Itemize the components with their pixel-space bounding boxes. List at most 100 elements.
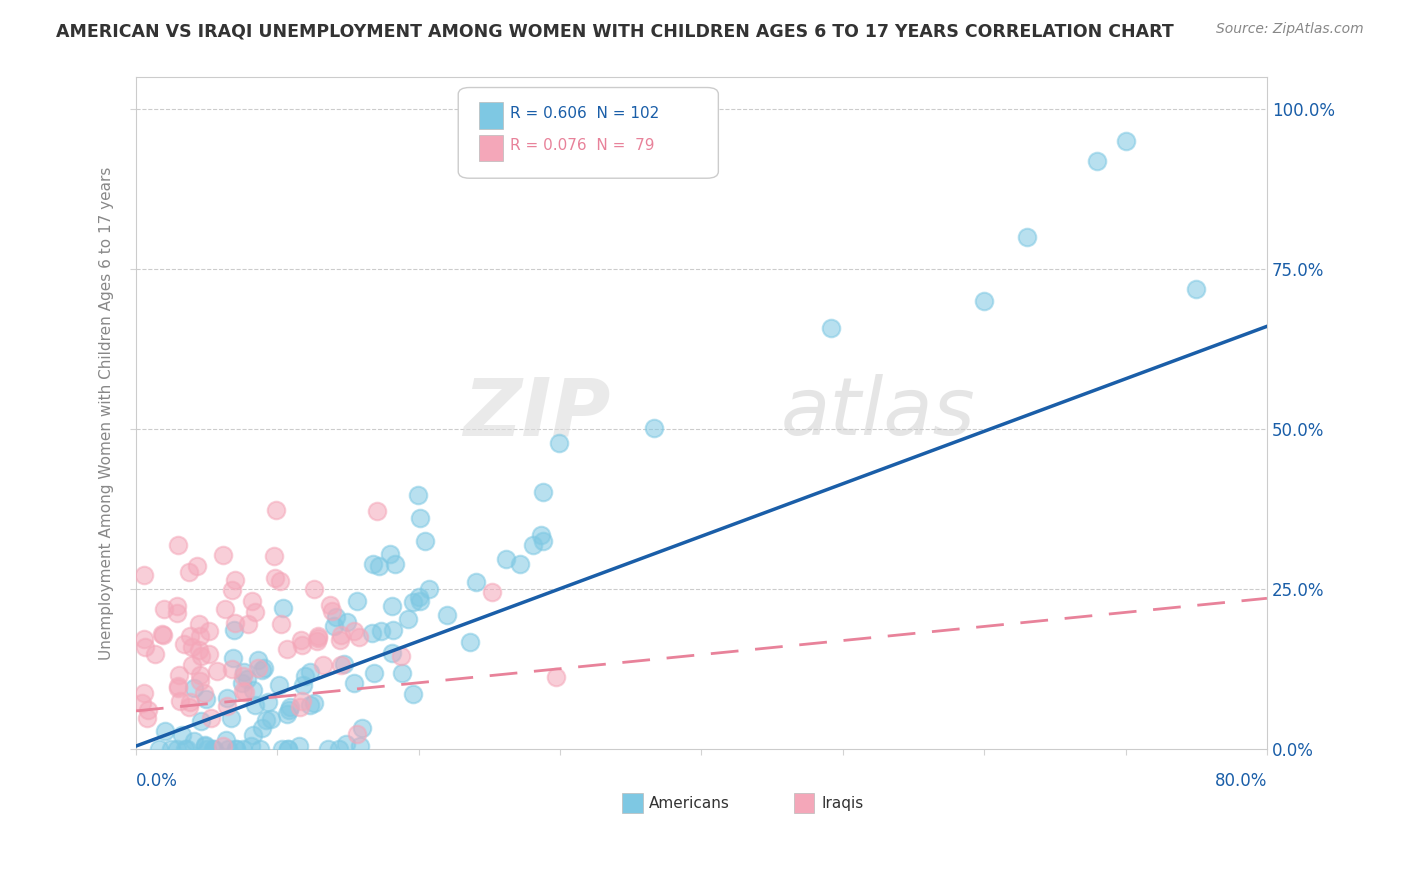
Point <box>215 699 238 714</box>
Point <box>302 582 325 596</box>
Point <box>1185 282 1208 296</box>
Point <box>166 679 188 693</box>
Point <box>190 649 212 664</box>
Point <box>212 548 235 562</box>
Point <box>236 672 259 686</box>
Point <box>302 696 325 710</box>
Point <box>360 625 382 640</box>
Point <box>198 647 221 661</box>
Point <box>292 678 315 692</box>
Point <box>233 684 256 698</box>
Point <box>335 737 357 751</box>
Point <box>381 646 404 660</box>
Point <box>402 688 425 702</box>
FancyBboxPatch shape <box>478 135 503 161</box>
Point <box>436 607 458 622</box>
Point <box>153 724 176 739</box>
Point <box>249 742 271 756</box>
Point <box>247 661 270 675</box>
Point <box>131 696 153 710</box>
Point <box>143 647 166 661</box>
Point <box>291 638 314 652</box>
Y-axis label: Unemployment Among Women with Children Ages 6 to 17 years: Unemployment Among Women with Children A… <box>100 167 114 660</box>
Point <box>188 629 211 643</box>
Point <box>381 599 404 613</box>
FancyBboxPatch shape <box>794 793 814 814</box>
Point <box>232 684 254 698</box>
Point <box>134 568 156 582</box>
Point <box>201 742 224 756</box>
Point <box>183 681 205 695</box>
Text: Americans: Americans <box>650 796 730 811</box>
Point <box>225 742 247 756</box>
Point <box>291 693 314 707</box>
Point <box>215 732 238 747</box>
Point <box>343 676 366 690</box>
Point <box>167 537 190 551</box>
Point <box>174 742 197 756</box>
Point <box>134 686 156 700</box>
Point <box>193 686 215 700</box>
Point <box>188 617 211 632</box>
Text: AMERICAN VS IRAQI UNEMPLOYMENT AMONG WOMEN WITH CHILDREN AGES 6 TO 17 YEARS CORR: AMERICAN VS IRAQI UNEMPLOYMENT AMONG WOM… <box>56 22 1174 40</box>
Point <box>276 706 298 721</box>
Point <box>222 624 245 638</box>
Point <box>329 628 352 642</box>
Point <box>329 633 352 648</box>
Point <box>278 700 301 714</box>
Text: R = 0.606  N = 102: R = 0.606 N = 102 <box>510 105 659 120</box>
FancyBboxPatch shape <box>458 87 718 178</box>
Point <box>361 557 384 571</box>
Point <box>217 742 239 756</box>
Point <box>294 669 316 683</box>
Point <box>194 739 217 753</box>
Text: Iraqis: Iraqis <box>821 796 863 811</box>
Point <box>548 435 571 450</box>
Point <box>312 657 335 672</box>
Point <box>194 692 217 706</box>
Text: 80.0%: 80.0% <box>1215 772 1267 790</box>
Point <box>166 681 188 696</box>
Point <box>239 739 262 753</box>
Point <box>254 714 277 728</box>
Point <box>134 640 156 655</box>
Point <box>205 665 228 679</box>
Point <box>465 574 488 589</box>
Point <box>181 640 204 654</box>
Point <box>190 714 212 728</box>
Point <box>276 642 298 657</box>
Point <box>166 742 188 756</box>
Point <box>509 557 531 571</box>
Point <box>232 742 254 756</box>
Text: Source: ZipAtlas.com: Source: ZipAtlas.com <box>1216 22 1364 37</box>
Point <box>350 721 373 735</box>
Point <box>1115 135 1137 149</box>
Point <box>183 734 205 748</box>
Point <box>200 711 222 725</box>
Point <box>219 711 242 725</box>
Point <box>269 574 291 588</box>
Point <box>277 703 299 717</box>
Point <box>231 676 253 690</box>
Point <box>307 631 329 645</box>
Point <box>159 742 181 756</box>
Point <box>221 583 243 598</box>
Point <box>495 551 517 566</box>
Point <box>382 623 405 637</box>
Point <box>246 653 269 667</box>
Point <box>307 634 329 648</box>
Point <box>389 648 412 663</box>
Point <box>176 742 198 756</box>
Point <box>243 606 266 620</box>
Point <box>349 630 371 644</box>
Point <box>343 624 366 638</box>
Point <box>263 549 285 564</box>
Point <box>323 619 346 633</box>
Point <box>211 739 233 753</box>
Point <box>181 658 204 673</box>
Point <box>187 642 209 657</box>
Point <box>232 669 254 683</box>
Point <box>336 615 359 629</box>
Point <box>177 700 200 714</box>
Point <box>138 703 160 717</box>
